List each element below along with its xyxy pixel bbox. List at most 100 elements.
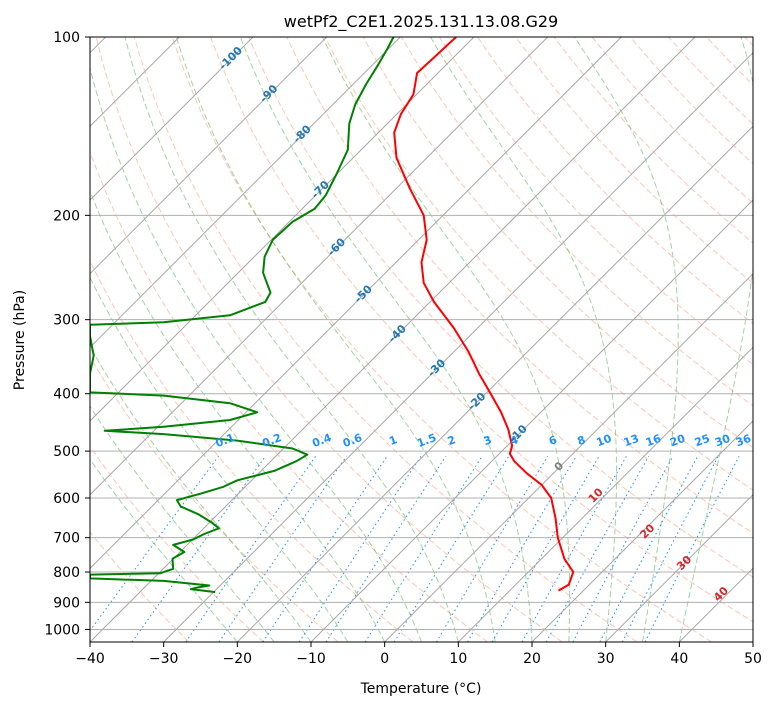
dry-adiabat-line — [591, 37, 753, 204]
mixing-ratio-line — [131, 455, 267, 642]
moist-adiabat-line — [90, 65, 422, 642]
isotherm-line — [457, 346, 753, 642]
mixing-ratio-label: 16 — [644, 432, 663, 450]
dry-adiabat-label: 40 — [711, 584, 731, 604]
x-tick-label: 10 — [449, 651, 467, 667]
dry-adiabat-line — [400, 37, 753, 407]
isotherm-label: -100 — [216, 44, 245, 73]
isotherm-line — [90, 37, 549, 496]
plot-area: 0.1 0.2 0.4 0.6 1 1.5 2 3 4 6 8 10 13 16 20 25 30 36-100-… — [90, 37, 753, 642]
isobar-grid — [90, 37, 753, 630]
isotherm-label: -20 — [465, 390, 488, 413]
isotherm-lines — [90, 37, 753, 642]
isotherm-label: -70 — [309, 178, 332, 201]
dry-adiabat-line — [744, 37, 753, 47]
isotherm-line — [90, 37, 401, 349]
dry-adiabat-line — [90, 259, 414, 642]
mixing-ratio-label: 2 — [446, 433, 458, 448]
mixing-ratio-line — [262, 455, 388, 642]
x-tick-label: −30 — [149, 651, 179, 667]
moist-adiabat-line — [90, 276, 349, 642]
mixing-ratio-label: 30 — [713, 432, 732, 450]
dry-adiabat-line — [90, 531, 190, 642]
mixing-ratio-line — [521, 455, 627, 642]
y-axis-title: Pressure (hPa) — [12, 290, 28, 390]
mixing-ratio-label: 1 — [387, 433, 399, 448]
dry-adiabat-line — [706, 37, 753, 86]
y-tick-label: 1000 — [44, 622, 80, 638]
mixing-ratio-label: 25 — [693, 432, 712, 449]
moist-adiabat-line — [124, 37, 459, 642]
dry-adiabat-line — [668, 37, 753, 125]
isotherm-line — [163, 51, 753, 642]
x-tick-label: 20 — [523, 651, 541, 667]
mixing-ratio-line — [644, 455, 740, 642]
y-tick-label: 200 — [53, 208, 80, 224]
y-tick-label: 100 — [53, 30, 80, 46]
x-tick-label: −40 — [75, 651, 105, 667]
mixing-ratio-label: 3 — [482, 433, 494, 448]
isotherm-label: -30 — [425, 356, 448, 379]
isotherm-line — [90, 37, 328, 275]
temperature-line — [393, 37, 575, 592]
moist-adiabat-line — [90, 189, 386, 642]
isotherm-label: -90 — [257, 82, 280, 105]
isotherm-label: -60 — [325, 235, 348, 258]
moist-adiabat-line — [574, 37, 679, 642]
isotherm-line — [236, 125, 753, 642]
chart-title: wetPf2_C2E1.2025.131.13.08.G29 — [284, 12, 558, 32]
isotherm-line — [310, 199, 753, 642]
dry-adiabat-line — [90, 356, 339, 642]
y-tick-label: 300 — [53, 313, 80, 329]
mixing-ratio-line — [90, 455, 220, 632]
isotherm-line — [678, 567, 753, 642]
mixing-ratio-line — [218, 455, 347, 642]
mixing-ratio-label: 10 — [595, 432, 614, 450]
mixing-ratio-label: 36 — [734, 432, 753, 450]
mixing-ratio-label: 0.2 — [261, 431, 284, 450]
x-tick-label: 40 — [670, 651, 688, 667]
dewpoint-line — [90, 37, 395, 594]
mixing-ratio-label: 4 — [508, 433, 520, 448]
isotherm-line — [752, 641, 753, 642]
moist-adiabat-line — [90, 345, 312, 642]
mixing-ratio-label: 8 — [576, 433, 588, 448]
y-tick-label: 600 — [53, 491, 80, 507]
moist-adiabat-line — [90, 458, 238, 642]
mixing-ratio-line — [435, 455, 549, 642]
dry-adiabat-line — [515, 37, 753, 284]
moist-adiabat-line — [239, 37, 533, 642]
isotherm-line — [90, 37, 622, 570]
isotherm-label: -40 — [386, 322, 409, 345]
mixing-ratio-label: 1.5 — [415, 431, 438, 450]
dry-adiabat-line — [133, 37, 638, 642]
mixing-ratio-line — [364, 455, 483, 642]
mixing-ratio-label: 13 — [622, 432, 641, 449]
dry-adiabat-line — [438, 37, 753, 366]
mixing-ratio-label: 0.6 — [341, 431, 364, 450]
y-tick-label: 700 — [53, 531, 80, 547]
mixing-ratio-line — [185, 455, 317, 642]
y-tick-label: 500 — [53, 444, 80, 460]
mixing-ratio-label: 0.4 — [310, 431, 333, 450]
dry-adiabat-line — [90, 445, 264, 642]
x-axis-title: Temperature (°C) — [360, 681, 482, 697]
x-tick-label: −10 — [296, 651, 326, 667]
mixing-ratio-line — [572, 455, 674, 642]
isotherm-label: 0 — [552, 459, 567, 474]
y-axis: 100 200 300 400 500 600 700 800 900 1000 — [44, 30, 90, 638]
x-axis: −40 −30 −20 −10 0 10 20 30 40 50 — [75, 642, 762, 667]
mixing-ratio-label: 0.1 — [214, 431, 237, 450]
mixing-ratio-line — [599, 455, 699, 642]
moist-adiabat-line — [175, 37, 496, 642]
x-tick-label: −20 — [223, 651, 253, 667]
dry-adiabat-label: 10 — [586, 485, 606, 505]
y-tick-label: 800 — [53, 565, 80, 581]
dry-adiabat-label: 20 — [637, 521, 657, 541]
moist-adiabat-line — [322, 37, 571, 642]
mixing-ratio-label: 6 — [547, 433, 559, 448]
moist-adiabat-line — [430, 37, 617, 642]
moist-adiabat-line — [678, 37, 753, 642]
x-tick-label: 0 — [380, 651, 389, 667]
